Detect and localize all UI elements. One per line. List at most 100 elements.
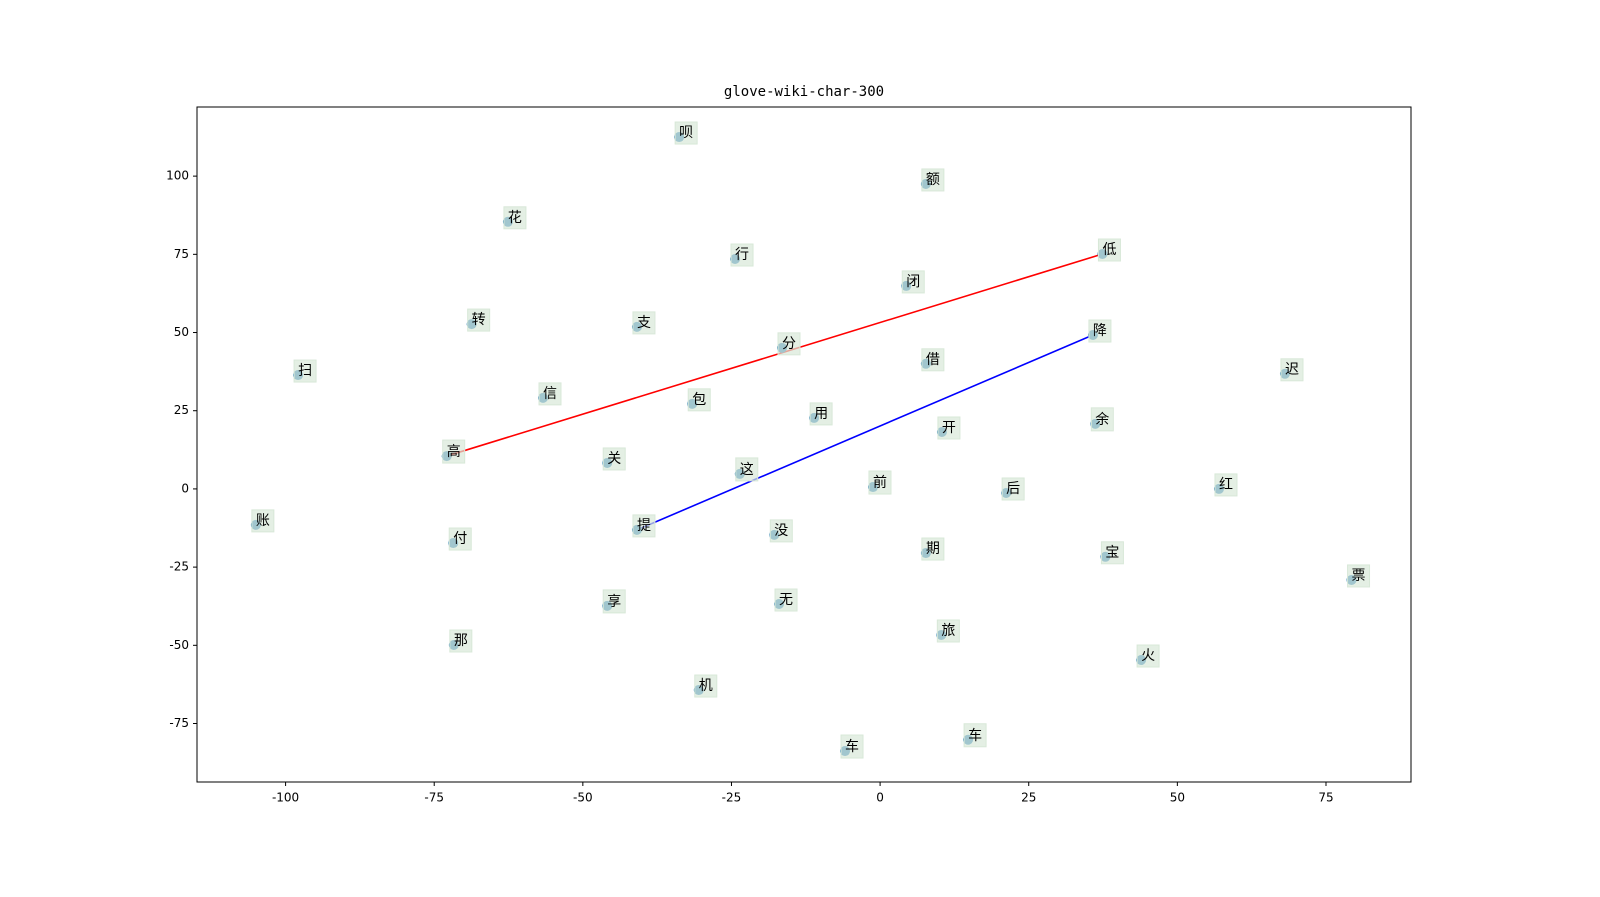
point-label-group: 低 <box>1097 238 1121 262</box>
point-label-group: 提 <box>632 514 656 538</box>
point-label-box <box>963 723 987 748</box>
point-label: 用 <box>814 406 828 422</box>
point-label: 花 <box>508 210 522 226</box>
point-label: 红 <box>1219 477 1233 493</box>
connector-line <box>446 253 1103 457</box>
point-label-box <box>632 311 656 335</box>
point-label: 分 <box>782 336 796 352</box>
point-label: 后 <box>1006 481 1020 497</box>
point-label: 关 <box>607 451 621 467</box>
point-label: 闭 <box>906 274 920 290</box>
point-label-group: 转 <box>467 308 491 332</box>
point-label-box <box>694 674 718 698</box>
point-label-group: 开 <box>937 416 961 440</box>
point-label-box <box>840 734 864 759</box>
point-label: 火 <box>1141 648 1155 664</box>
point-label-group: 后 <box>1001 477 1025 501</box>
point-label: 宝 <box>1105 545 1119 561</box>
point-label-group: 信 <box>538 382 562 406</box>
point-label: 开 <box>942 420 956 436</box>
point-label-box <box>1214 473 1238 497</box>
point-label-group: 宝 <box>1100 541 1124 565</box>
point-label: 支 <box>637 315 651 331</box>
point-label-group: 那 <box>449 629 473 653</box>
point-label-box <box>632 514 656 538</box>
y-tick-label: 0 <box>181 481 189 495</box>
point-label-box <box>1100 541 1124 565</box>
x-tick-label: 0 <box>876 791 884 805</box>
point-label-group: 包 <box>687 388 711 412</box>
point-label-box <box>674 121 698 145</box>
point-label-group: 关 <box>602 447 626 471</box>
point-label-group: 行 <box>730 243 754 267</box>
point-label: 前 <box>873 474 887 491</box>
point-label-group: 分 <box>777 332 801 356</box>
point-label-group: 红 <box>1214 473 1238 497</box>
y-tick-label: 75 <box>174 247 189 261</box>
point-label-group: 账 <box>251 509 275 533</box>
point-label: 这 <box>740 461 754 478</box>
point-label-group: 机 <box>694 674 718 698</box>
point-label-group: 用 <box>809 402 833 426</box>
point-label: 呗 <box>679 125 693 141</box>
point-label: 享 <box>607 593 621 610</box>
point-label-box <box>1088 319 1112 343</box>
point-label-group: 无 <box>774 588 798 612</box>
y-tick-label: 25 <box>174 403 189 417</box>
point-label: 旅 <box>941 623 955 639</box>
point-label-group: 期 <box>921 537 945 561</box>
point-label-box <box>936 619 960 643</box>
point-label-group: 车 <box>840 734 864 759</box>
point-label: 付 <box>453 531 467 547</box>
point-label-group: 闭 <box>901 270 925 294</box>
point-label: 借 <box>926 352 940 368</box>
point-label-box <box>293 359 317 383</box>
point-label-box <box>809 402 833 426</box>
point-label: 提 <box>637 518 651 534</box>
point-label: 无 <box>779 592 793 608</box>
point-label: 期 <box>926 541 940 557</box>
point-label-box <box>921 348 945 372</box>
point-label-box <box>901 270 925 294</box>
plot-frame <box>196 106 1412 783</box>
y-tick-label: 50 <box>174 325 189 339</box>
x-tick-label: 50 <box>1170 791 1185 805</box>
x-tick-label: -25 <box>722 791 742 805</box>
point-label-box <box>735 457 759 482</box>
x-tick-label: 25 <box>1021 791 1036 805</box>
point-label: 机 <box>699 678 713 694</box>
point-label-box <box>1347 564 1371 588</box>
point-label-box <box>730 243 754 267</box>
y-tick-label: -75 <box>169 716 189 730</box>
point-label-group: 扫 <box>293 359 317 383</box>
point-label-box <box>1136 644 1160 668</box>
point-label-box <box>921 537 945 561</box>
point-label-group: 车 <box>963 723 987 748</box>
point-label-group: 额 <box>921 168 945 192</box>
point-label-box <box>251 509 275 533</box>
point-label-group: 借 <box>921 348 945 372</box>
point-label-box <box>1097 238 1121 262</box>
point-label: 额 <box>926 172 940 188</box>
x-tick-label: -50 <box>573 791 593 805</box>
point-label: 账 <box>256 513 270 529</box>
point-label-group: 火 <box>1136 644 1160 668</box>
point-label-group: 迟 <box>1280 358 1304 382</box>
point-label-group: 付 <box>448 527 472 551</box>
point-label-group: 呗 <box>674 121 698 145</box>
point-label-box <box>868 470 892 495</box>
point-label-box <box>1090 407 1114 432</box>
point-label-group: 旅 <box>936 619 960 643</box>
point-label-group: 这 <box>735 457 759 482</box>
point-label-group: 支 <box>632 311 656 335</box>
point-label-box <box>769 519 793 543</box>
point-label-group: 花 <box>503 206 527 230</box>
point-label-box <box>937 416 961 440</box>
point-label-group: 高 <box>442 439 466 464</box>
point-label-box <box>538 382 562 406</box>
point-label-box <box>448 527 472 551</box>
point-label-box <box>777 332 801 356</box>
point-label-box <box>442 439 466 464</box>
point-label: 高 <box>447 443 461 460</box>
